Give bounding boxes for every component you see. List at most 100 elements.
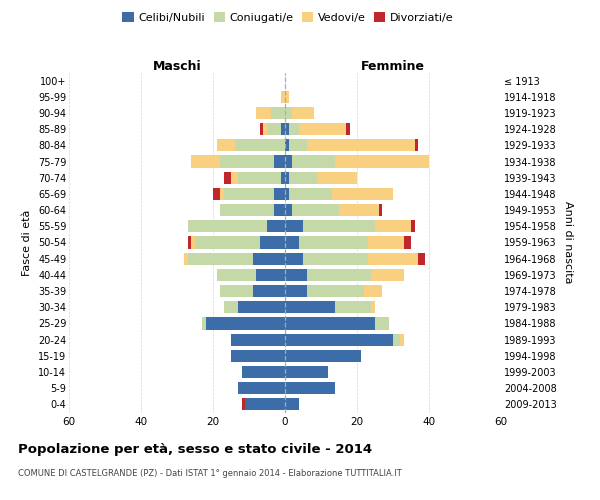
Bar [195,236,260,248]
Bar [235,140,285,151]
Bar [371,301,375,314]
Bar [375,318,389,330]
Bar [303,220,375,232]
Bar [368,236,404,248]
Bar [368,252,418,265]
Bar [285,252,303,265]
Bar [285,236,299,248]
Bar [335,156,429,168]
Bar [285,334,393,345]
Bar [220,188,224,200]
Text: Femmine: Femmine [361,60,425,72]
Bar [220,156,274,168]
Bar [220,285,253,297]
Bar [285,301,335,314]
Bar [238,382,285,394]
Bar [242,366,285,378]
Bar [307,140,415,151]
Bar [285,204,292,216]
Bar [267,123,281,135]
Text: COMUNE DI CASTELGRANDE (PZ) - Dati ISTAT 1° gennaio 2014 - Elaborazione TUTTITAL: COMUNE DI CASTELGRANDE (PZ) - Dati ISTAT… [18,468,402,477]
Bar [224,301,238,314]
Text: Popolazione per età, sesso e stato civile - 2014: Popolazione per età, sesso e stato civil… [18,442,372,456]
Bar [274,204,285,216]
Bar [256,269,285,281]
Bar [371,269,404,281]
Bar [206,318,285,330]
Bar [217,140,235,151]
Bar [285,107,292,119]
Bar [400,334,404,345]
Bar [285,188,289,200]
Bar [224,188,274,200]
Bar [184,252,188,265]
Bar [289,172,317,184]
Bar [191,236,195,248]
Bar [256,107,271,119]
Text: Maschi: Maschi [152,60,202,72]
Bar [418,252,425,265]
Bar [274,188,285,200]
Bar [375,220,411,232]
Bar [299,123,346,135]
Bar [285,123,289,135]
Bar [289,140,307,151]
Bar [411,220,415,232]
Bar [292,156,335,168]
Bar [292,204,339,216]
Bar [213,188,220,200]
Bar [339,204,379,216]
Bar [317,172,357,184]
Bar [285,156,292,168]
Bar [267,220,285,232]
Bar [188,236,191,248]
Bar [299,236,368,248]
Bar [191,156,220,168]
Bar [289,123,299,135]
Bar [285,90,289,103]
Bar [231,172,238,184]
Bar [188,252,253,265]
Bar [245,398,285,410]
Bar [281,90,285,103]
Bar [238,301,285,314]
Bar [238,172,281,184]
Bar [217,269,256,281]
Bar [285,140,289,151]
Bar [292,107,314,119]
Bar [285,220,303,232]
Bar [220,204,274,216]
Bar [307,285,364,297]
Bar [263,123,267,135]
Bar [285,318,375,330]
Bar [379,204,382,216]
Bar [260,236,285,248]
Bar [253,285,285,297]
Bar [274,156,285,168]
Bar [242,398,245,410]
Bar [285,350,361,362]
Bar [303,252,368,265]
Bar [231,334,285,345]
Bar [289,188,332,200]
Bar [260,123,263,135]
Y-axis label: Anni di nascita: Anni di nascita [563,201,573,283]
Bar [271,107,285,119]
Bar [285,172,289,184]
Bar [393,334,400,345]
Y-axis label: Fasce di età: Fasce di età [22,210,32,276]
Bar [253,252,285,265]
Bar [364,285,382,297]
Bar [202,318,206,330]
Bar [285,398,299,410]
Bar [307,269,371,281]
Bar [285,382,335,394]
Bar [346,123,350,135]
Bar [281,123,285,135]
Bar [285,285,307,297]
Bar [231,350,285,362]
Bar [285,269,307,281]
Bar [332,188,393,200]
Bar [224,172,231,184]
Bar [335,301,371,314]
